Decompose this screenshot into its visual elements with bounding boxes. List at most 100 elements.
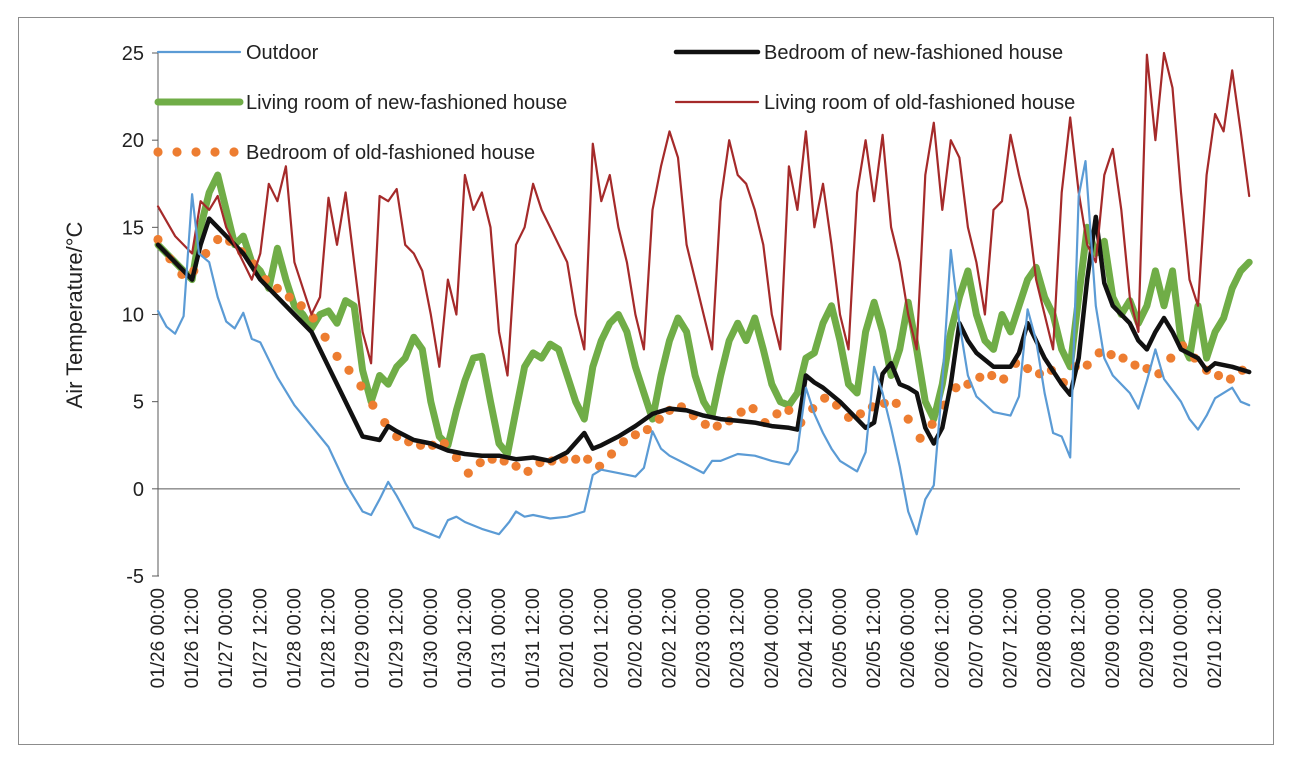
series-point-bedroom-old [748,404,758,414]
series-line-bedroom-of-new-fashioned-house [155,214,1252,464]
series-point-bedroom-old [344,365,354,375]
series-point-bedroom-old [784,405,794,415]
x-tick-label: 02/04 12:00 [796,588,817,688]
series-point-bedroom-old [463,468,473,478]
series-line-living-room-of-old-fashioned-house [156,51,1251,377]
x-tick-label: 01/28 00:00 [284,588,305,688]
series-point-bedroom-old [1106,349,1116,360]
series-point-bedroom-old [654,414,664,424]
legend-label-bedroom-of-new-fashioned-house: Bedroom of new-fashioned house [764,42,1063,64]
series-point-bedroom-old [820,393,830,403]
series-point-bedroom-old [356,381,366,391]
x-tick-label: 02/01 00:00 [557,588,578,688]
x-tick-label: 02/08 00:00 [1035,588,1056,688]
series-point-bedroom-old [320,332,330,342]
series-point-bedroom-old [1094,348,1104,358]
x-tick-label: 01/31 12:00 [523,588,544,688]
series-point-bedroom-old [1022,363,1033,374]
legend-label-outdoor: Outdoor [246,42,319,64]
x-tick-label: 01/29 12:00 [387,588,408,688]
series-point-bedroom-old [523,466,533,476]
series-point-bedroom-old [284,292,294,302]
x-tick-label: 01/26 12:00 [182,588,203,688]
x-tick-label: 01/27 00:00 [216,588,237,688]
legend-swatch-bedroom-of-old-fashioned-house [210,147,220,157]
series-point-bedroom-old [332,351,342,361]
series-point-bedroom-old [153,234,163,245]
x-tick-label: 01/30 12:00 [455,588,476,688]
series-point-bedroom-old [368,400,378,410]
x-tick-label: 02/06 12:00 [932,588,953,688]
x-tick-label: 02/05 12:00 [864,588,885,688]
y-tick-label: -5 [126,566,144,588]
series-point-bedroom-old [903,414,913,424]
x-tick-label: 01/29 00:00 [353,588,374,688]
series-point-bedroom-old [1166,353,1176,363]
series-point-bedroom-old [451,452,461,463]
series-point-bedroom-old [951,383,961,393]
y-tick-label: 10 [122,305,144,327]
series-point-bedroom-old [736,407,746,417]
series-point-bedroom-old [1118,353,1128,363]
x-tick-label: 02/07 00:00 [966,588,987,688]
series-point-bedroom-old [1130,360,1140,370]
x-tick-label: 02/03 00:00 [694,588,715,688]
legend: Outdoor Bedroom of new-fashioned house Liv… [153,42,1075,164]
x-tick-label: 01/27 12:00 [250,588,271,688]
series-point-bedroom-old [606,449,617,459]
y-tick-label: 0 [133,479,144,501]
series-point-bedroom-old [630,430,641,440]
chart-frame [18,17,1274,745]
series-point-bedroom-old [296,301,306,311]
x-tick-label: 02/02 12:00 [660,588,681,688]
series-point-bedroom-old [213,234,223,245]
series-point-bedroom-old [594,461,605,471]
series-point-bedroom-old [583,454,593,464]
legend-label-living-room-of-new-fashioned-house: Living room of new-fashioned house [246,92,567,114]
series-point-bedroom-old [915,433,925,443]
series-point-bedroom-old [201,248,211,259]
x-tick-label: 02/02 00:00 [625,588,646,688]
x-tick-label: 02/07 12:00 [1001,588,1022,688]
y-axis: -5 0 5 10 15 20 25 [122,43,1240,588]
legend-label-living-room-of-old-fashioned-house: Living room of old-fashioned house [764,92,1075,114]
y-axis-title: Air Temperature/°C [62,221,87,408]
series-point-bedroom-old [891,398,901,409]
legend-label-bedroom-of-old-fashioned-house: Bedroom of old-fashioned house [246,142,535,164]
series-point-bedroom-old [618,437,629,447]
x-tick-label: 02/01 12:00 [591,588,612,688]
x-tick-label: 01/26 00:00 [148,588,169,688]
x-axis: 01/26 00:00 01/26 12:00 01/27 00:00 01/27 1… [148,575,1226,688]
series-point-bedroom-old [855,409,866,419]
series-line-outdoor [156,160,1251,539]
series-layer [153,51,1253,539]
series-point-bedroom-old [712,421,722,431]
series-point-bedroom-old [975,372,985,382]
series-point-bedroom-old [1082,360,1092,370]
series-point-bedroom-old [1225,374,1236,384]
series-point-bedroom-old [475,458,485,468]
series-point-bedroom-old [772,409,782,419]
series-point-bedroom-old [308,313,318,323]
x-tick-label: 01/30 00:00 [421,588,442,688]
y-tick-label: 20 [122,130,144,152]
legend-swatch-bedroom-of-old-fashioned-house [153,147,163,157]
series-point-bedroom-old [999,374,1009,384]
x-tick-label: 02/04 00:00 [762,588,783,688]
y-tick-label: 15 [122,217,144,239]
series-point-bedroom-old [700,419,710,429]
legend-swatch-bedroom-of-old-fashioned-house [229,147,239,157]
series-point-bedroom-old [571,454,581,464]
legend-swatch-bedroom-of-old-fashioned-house [172,147,182,157]
series-point-bedroom-old [272,283,282,293]
x-tick-label: 02/05 00:00 [830,588,851,688]
x-tick-label: 02/10 12:00 [1205,588,1226,688]
series-point-bedroom-old [511,461,521,471]
x-tick-label: 01/31 00:00 [489,588,510,688]
x-tick-label: 02/06 00:00 [898,588,919,688]
x-tick-label: 02/09 12:00 [1137,588,1158,688]
x-tick-label: 01/28 12:00 [319,588,340,688]
x-tick-label: 02/08 12:00 [1069,588,1090,688]
series-point-bedroom-old [1213,370,1224,381]
y-tick-label: 25 [122,43,144,65]
